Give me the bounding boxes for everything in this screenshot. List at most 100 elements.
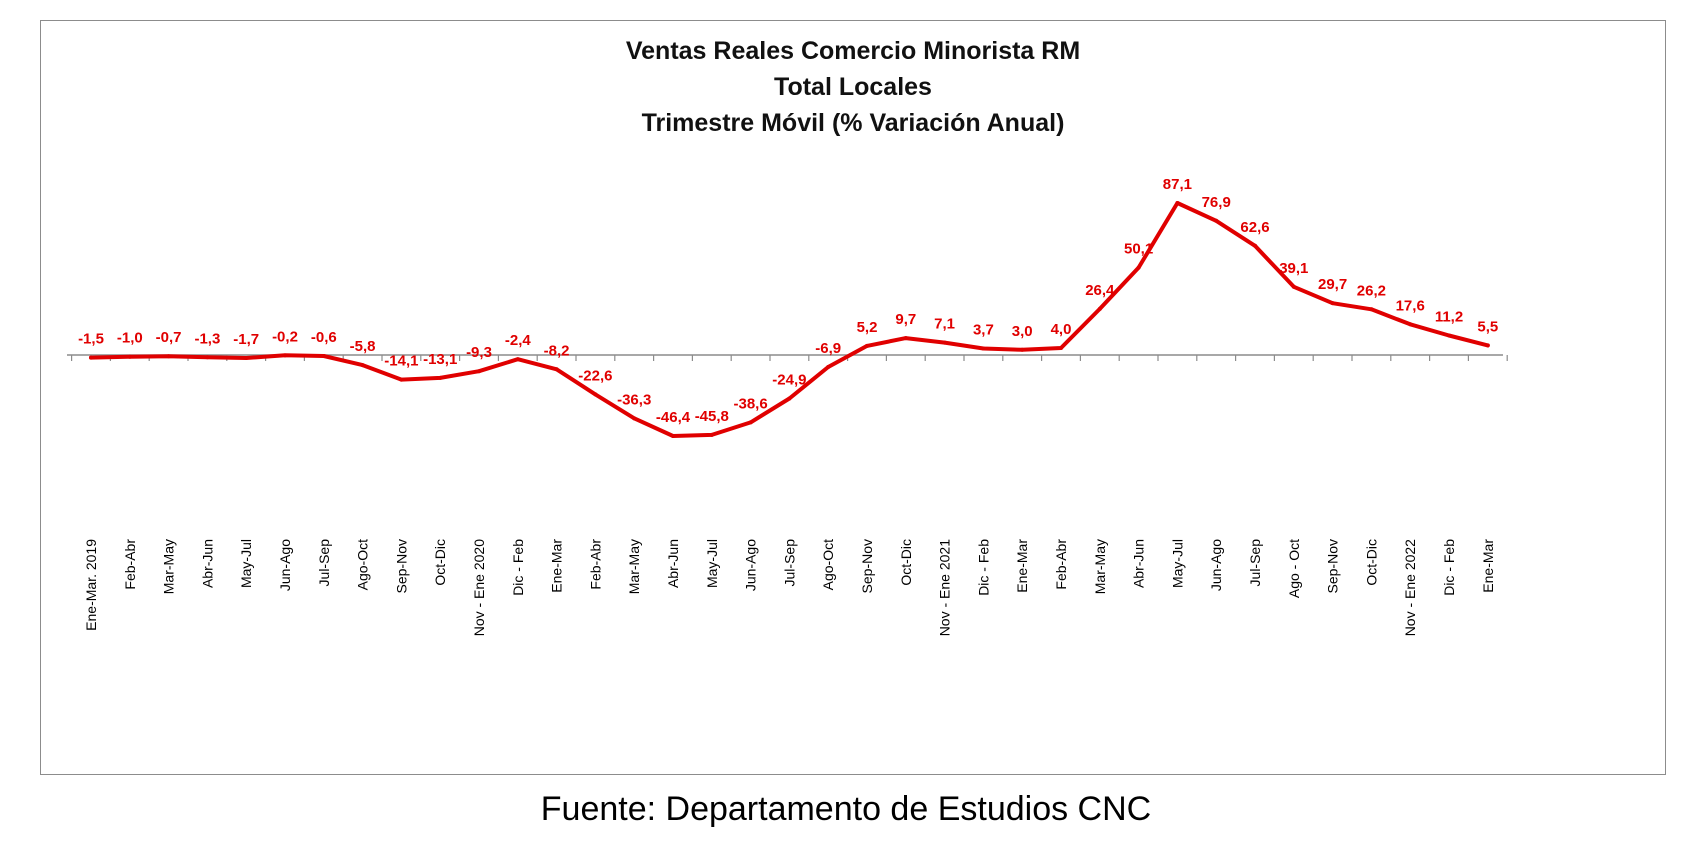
data-point (1136, 265, 1141, 270)
data-point (554, 367, 559, 372)
data-point (166, 354, 171, 359)
data-point (244, 355, 249, 360)
data-point (283, 353, 287, 358)
data-label: -38,6 (733, 395, 767, 412)
x-tick-label: Jul-Sep (316, 539, 332, 587)
x-tick-label: Dic - Feb (510, 539, 526, 596)
series-line (89, 201, 1490, 438)
data-label: 87,1 (1163, 176, 1192, 193)
data-point (1369, 307, 1374, 312)
data-point (1485, 343, 1490, 348)
data-label: 9,7 (895, 311, 916, 328)
data-label: -13,1 (423, 351, 457, 368)
data-point (1175, 201, 1180, 206)
data-point (671, 433, 675, 438)
data-label: 5,2 (857, 319, 878, 336)
data-point (748, 420, 753, 425)
data-label: -0,7 (156, 329, 182, 346)
x-tick-label: Sep-Nov (859, 539, 875, 593)
x-tick-label: Jul-Sep (781, 539, 797, 587)
x-tick-label: Mar-May (161, 539, 177, 594)
data-point (127, 354, 132, 359)
data-label: -2,4 (505, 332, 532, 349)
data-label: -1,5 (78, 331, 104, 348)
data-point (477, 369, 481, 374)
x-tick-label: Oct-Dic (432, 539, 448, 586)
data-label: 39,1 (1279, 260, 1308, 277)
x-tick-label: Nov - Ene 2020 (471, 539, 487, 636)
data-label: -5,8 (350, 338, 376, 355)
data-label: 26,2 (1357, 282, 1386, 299)
x-tick-label: May-Jul (704, 539, 720, 588)
x-tick-label: Abr-Jun (1131, 539, 1147, 588)
data-label: -36,3 (617, 391, 651, 408)
data-label: 3,0 (1012, 323, 1033, 340)
x-tick-label: Ene-Mar (1480, 539, 1496, 593)
x-tick-label: Jul-Sep (1247, 539, 1263, 587)
x-tick-label: Ago-Oct (355, 539, 371, 590)
data-label: -22,6 (578, 367, 612, 384)
data-label: -0,2 (272, 328, 298, 345)
data-point (1097, 306, 1102, 311)
data-label: 11,2 (1435, 308, 1463, 325)
chart-title-line-2: Total Locales (774, 73, 932, 101)
data-label: -0,6 (311, 329, 337, 346)
data-label: -1,3 (194, 330, 220, 347)
data-label: 7,1 (934, 316, 955, 333)
data-point (438, 375, 443, 380)
data-point (632, 416, 637, 421)
x-tick-label: Feb-Abr (587, 539, 603, 590)
data-point (1330, 301, 1335, 306)
x-tick-label: Jun-Ago (1208, 539, 1224, 591)
data-label: -24,9 (772, 371, 806, 388)
data-point (981, 346, 986, 351)
x-tick-label: Sep-Nov (393, 539, 409, 593)
x-tick-label: Jun-Ago (277, 539, 293, 591)
x-tick-label: Oct-Dic (898, 539, 914, 586)
data-label: -14,1 (384, 353, 418, 370)
data-point (865, 343, 869, 348)
data-point (1447, 333, 1451, 338)
data-point (399, 377, 404, 382)
chart-title-line-1: Ventas Reales Comercio Minorista RM (625, 37, 1081, 65)
data-point (593, 392, 598, 397)
x-tick-label: Mar-May (626, 539, 642, 594)
x-tick-label: Mar-May (1092, 539, 1108, 594)
data-label: 4,0 (1051, 321, 1072, 338)
data-label: 26,4 (1085, 282, 1115, 299)
x-tick-label: Abr-Jun (199, 539, 215, 588)
data-label: 3,7 (973, 322, 994, 339)
x-tick-label: Feb-Abr (1053, 539, 1069, 590)
data-point (903, 336, 908, 341)
x-tick-label: Ene-Mar (549, 539, 565, 593)
data-point (321, 354, 326, 359)
data-point (1291, 284, 1296, 289)
x-tick-label: Feb-Abr (122, 539, 138, 590)
data-label: -6,9 (815, 340, 841, 357)
data-label: 5,5 (1477, 318, 1498, 335)
chart-title-line-3: Trimestre Móvil (% Variación Anual) (641, 109, 1065, 137)
x-tick-label: Nov - Ene 2021 (937, 539, 953, 636)
x-tick-label: May-Jul (238, 539, 254, 588)
data-label: -46,4 (656, 409, 691, 426)
data-label: -8,2 (544, 342, 570, 359)
data-point (1408, 322, 1413, 327)
data-point (515, 357, 520, 362)
data-point (1020, 347, 1025, 352)
x-tick-label: Ago-Oct (820, 539, 836, 590)
data-label: -45,8 (695, 408, 729, 425)
data-label: 62,6 (1240, 219, 1269, 236)
data-point (1214, 218, 1219, 223)
data-label: 17,6 (1396, 297, 1425, 314)
data-point (826, 365, 831, 370)
x-tick-label: Abr-Jun (665, 539, 681, 588)
x-tick-label: Ago - Oct (1286, 539, 1302, 598)
x-tick-label: Ene-Mar. 2019 (83, 539, 99, 631)
x-tick-label: Jun-Ago (743, 539, 759, 591)
x-tick-label: Nov - Ene 2022 (1402, 539, 1418, 636)
x-tick-label: Dic - Feb (1441, 539, 1457, 596)
x-tick-label: Ene-Mar (1014, 539, 1030, 593)
data-point (1253, 243, 1257, 248)
data-point (942, 340, 947, 345)
line-chart: -1,5 -1,0 -0,7 -1,3 -1,7 -0,2 -0,6 -5,8 -14,1 -13… (67, 176, 1508, 636)
